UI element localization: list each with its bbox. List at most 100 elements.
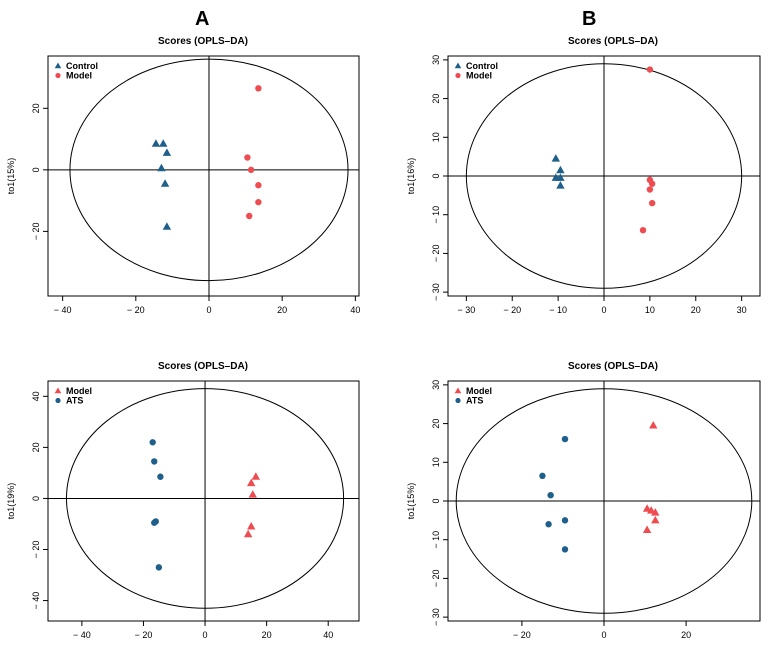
- plot-frame: [47, 55, 360, 297]
- plot-frame: [47, 380, 360, 622]
- confidence-ellipse: [69, 58, 349, 282]
- y-tick-label: 20: [431, 94, 441, 104]
- data-point-ats: [149, 439, 156, 446]
- panel-label-a: A: [195, 8, 210, 30]
- data-point-ats: [152, 518, 159, 525]
- data-point-model: [251, 472, 261, 480]
- data-point-model: [246, 212, 253, 220]
- y-axis-label: to1(16%): [406, 158, 416, 195]
- data-point-model: [255, 198, 262, 206]
- chart-title: Scores (OPLS–DA): [568, 36, 658, 47]
- x-tick-label: − 40: [54, 305, 72, 315]
- y-tick-label: 0: [31, 496, 41, 501]
- legend-marker: [55, 397, 61, 404]
- confidence-ellipse: [65, 388, 345, 609]
- legend-marker: [54, 62, 62, 69]
- x-tick-label: − 20: [513, 630, 531, 640]
- data-point-model: [247, 478, 256, 487]
- data-point-control: [162, 148, 172, 156]
- data-point-ats: [155, 564, 163, 571]
- x-tick-label: − 40: [73, 630, 91, 640]
- data-point-control: [157, 163, 166, 172]
- legend-label: Model: [66, 386, 92, 396]
- data-point-model: [651, 508, 660, 516]
- data-point-model: [651, 515, 660, 524]
- y-tick-label: 20: [31, 442, 41, 452]
- data-point-ats: [547, 491, 554, 499]
- chart-title: Scores (OPLS–DA): [568, 361, 658, 372]
- chart-title: Scores (OPLS–DA): [158, 36, 248, 47]
- y-axis-label: to1(19%): [6, 483, 16, 520]
- data-point-control: [160, 179, 170, 187]
- data-point-model: [247, 166, 255, 174]
- data-point-ats: [561, 517, 569, 524]
- data-point-control: [162, 222, 172, 230]
- legend-label: Control: [66, 61, 98, 71]
- y-tick-label: 10: [431, 132, 441, 142]
- x-tick-label: 40: [323, 630, 333, 640]
- legend-marker: [455, 72, 461, 79]
- x-tick-label: 20: [681, 630, 691, 640]
- y-tick-label: 0: [431, 173, 441, 178]
- x-tick-label: 20: [277, 305, 287, 315]
- y-tick-label: − 30: [431, 283, 441, 301]
- x-tick-label: − 10: [549, 305, 567, 315]
- data-point-control: [556, 173, 565, 181]
- data-point-ats: [561, 435, 569, 443]
- legend-marker: [455, 397, 461, 404]
- y-tick-label: − 20: [31, 541, 41, 559]
- legend-label: Control: [466, 61, 498, 71]
- y-tick-label: − 10: [431, 531, 441, 549]
- data-point-ats: [539, 472, 546, 480]
- y-tick-label: 20: [31, 103, 41, 113]
- data-point-model: [649, 421, 658, 429]
- data-point-model: [648, 180, 656, 187]
- data-point-model: [247, 522, 256, 530]
- data-point-model: [646, 186, 654, 193]
- x-tick-label: 20: [691, 305, 701, 315]
- confidence-ellipse: [465, 63, 743, 289]
- x-tick-label: 0: [203, 630, 208, 640]
- y-tick-label: 10: [431, 457, 441, 467]
- data-point-control: [159, 139, 168, 147]
- y-tick-label: 30: [431, 55, 441, 65]
- data-point-control: [556, 165, 565, 174]
- x-tick-label: 40: [350, 305, 360, 315]
- legend-label: Model: [466, 71, 492, 81]
- y-tick-label: 40: [31, 391, 41, 401]
- legend-marker: [454, 387, 462, 394]
- data-point-model: [639, 226, 647, 234]
- data-point-ats: [157, 473, 164, 480]
- x-tick-label: 0: [601, 305, 606, 315]
- data-point-model: [248, 490, 257, 498]
- data-point-ats: [151, 458, 158, 465]
- y-tick-label: − 30: [431, 608, 441, 626]
- chart-title: Scores (OPLS–DA): [158, 361, 248, 372]
- data-point-model: [244, 154, 251, 161]
- y-tick-label: 0: [431, 498, 441, 503]
- data-point-model: [255, 182, 262, 189]
- x-tick-label: 0: [601, 630, 606, 640]
- legend-marker: [454, 62, 462, 69]
- x-tick-label: 10: [645, 305, 655, 315]
- y-axis-label: to1(15%): [406, 483, 416, 520]
- data-point-ats: [545, 521, 552, 528]
- x-tick-label: 30: [737, 305, 747, 315]
- y-tick-label: − 20: [431, 245, 441, 263]
- legend-label: Model: [66, 71, 92, 81]
- x-tick-label: − 20: [135, 630, 153, 640]
- legend-marker: [54, 387, 62, 394]
- x-tick-label: − 30: [457, 305, 475, 315]
- legend-label: ATS: [466, 396, 483, 406]
- y-tick-label: − 20: [431, 570, 441, 588]
- y-tick-label: − 10: [431, 206, 441, 224]
- data-point-control: [151, 139, 161, 147]
- y-tick-label: 0: [31, 167, 41, 172]
- x-tick-label: − 20: [503, 305, 521, 315]
- y-tick-label: 30: [431, 380, 441, 390]
- data-point-model: [255, 85, 262, 92]
- y-tick-label: 20: [431, 419, 441, 429]
